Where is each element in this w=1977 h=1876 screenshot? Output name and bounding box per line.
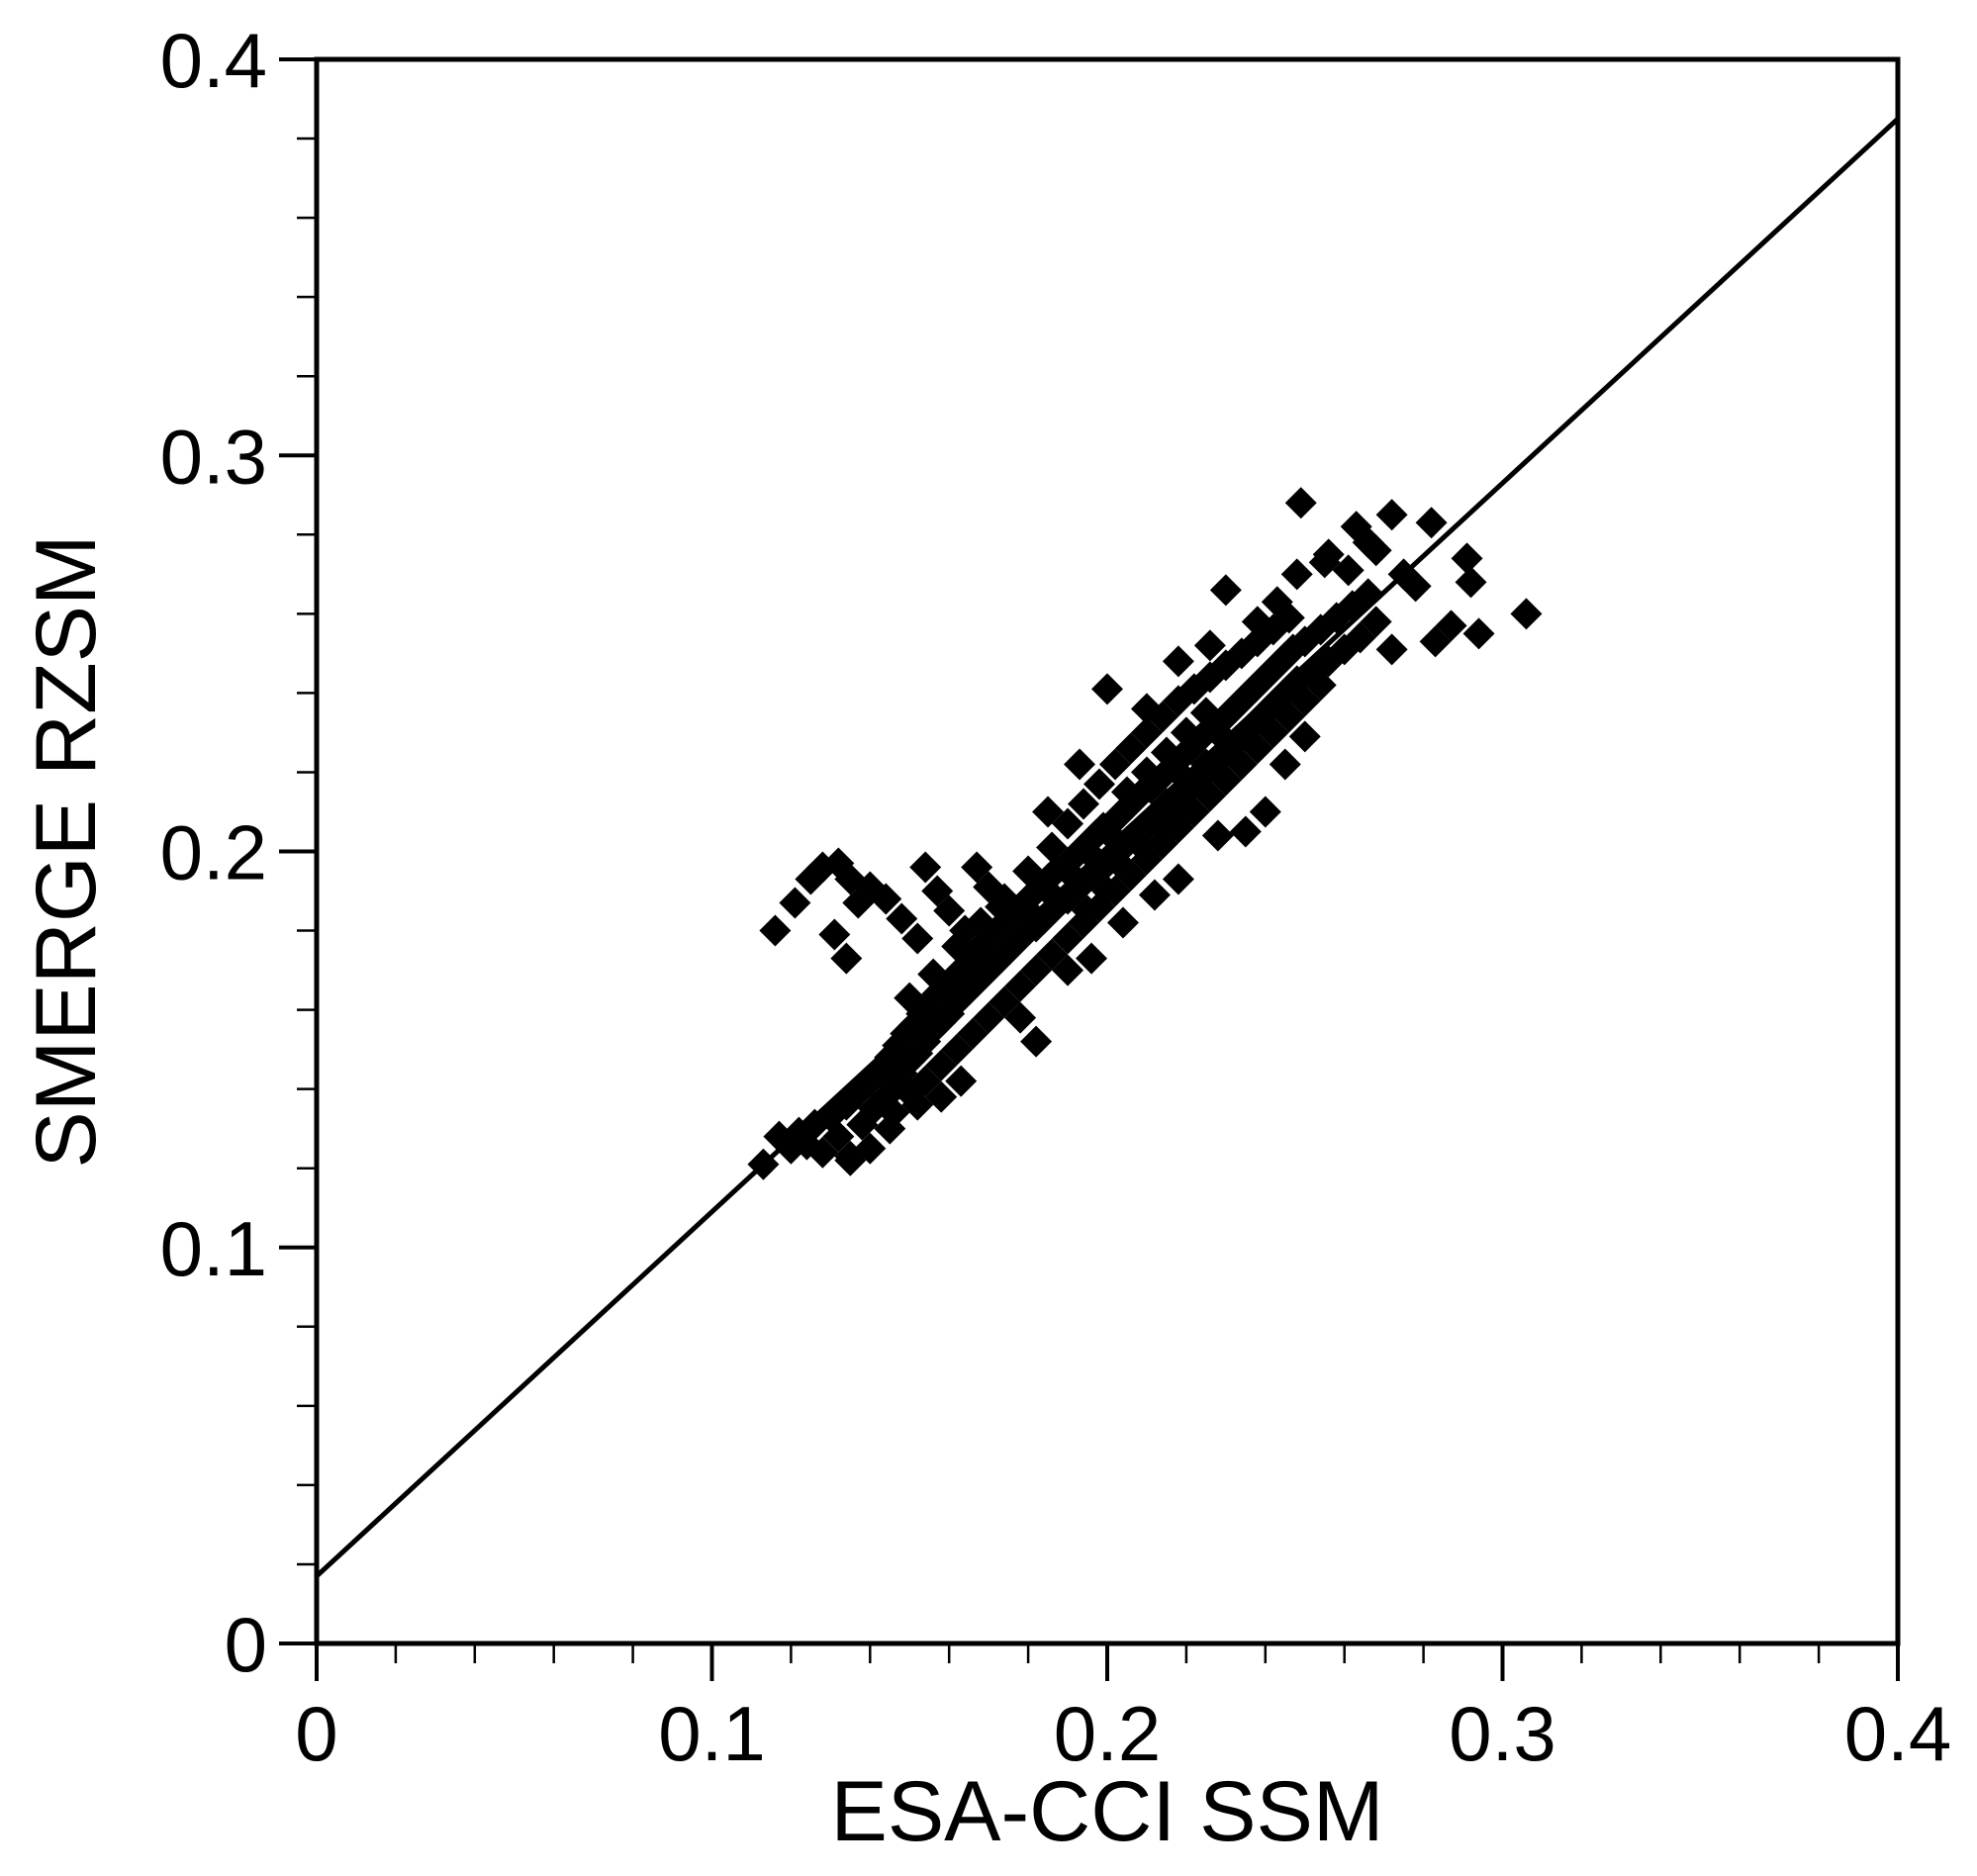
- data-point: [870, 883, 902, 915]
- x-tick-label: 0.4: [1844, 1690, 1951, 1777]
- data-point: [1106, 906, 1139, 939]
- data-point: [1229, 815, 1262, 848]
- x-axis-title: ESA-CCI SSM: [830, 1764, 1383, 1859]
- data-point: [1083, 768, 1116, 800]
- data-point: [834, 1144, 867, 1176]
- data-point: [1284, 487, 1317, 519]
- data-point: [1020, 1025, 1053, 1058]
- data-point: [1332, 554, 1365, 587]
- data-point: [1150, 788, 1182, 820]
- data-point: [1068, 788, 1100, 820]
- data-point: [1110, 855, 1143, 888]
- data-point: [886, 902, 918, 935]
- data-point: [1189, 748, 1222, 781]
- data-point: [1076, 942, 1108, 975]
- data-point: [1360, 606, 1392, 638]
- data-point: [945, 1065, 978, 1097]
- data-point: [1091, 673, 1123, 705]
- data-point: [1451, 542, 1483, 575]
- data-point: [1130, 835, 1163, 868]
- y-tick-label: 0: [225, 1601, 267, 1688]
- data-point: [1064, 748, 1096, 781]
- data-point: [1455, 566, 1487, 599]
- data-point: [1399, 570, 1432, 603]
- data-point: [1288, 720, 1321, 753]
- data-point: [1162, 863, 1194, 895]
- data-point: [1435, 610, 1467, 642]
- y-axis-title: SMERGE RZSM: [19, 534, 114, 1168]
- data-point: [1193, 629, 1226, 662]
- data-point: [1162, 645, 1194, 678]
- major-ticks: [279, 57, 1900, 1681]
- data-point: [901, 1088, 934, 1121]
- data-point: [1032, 875, 1065, 907]
- data-point: [1360, 534, 1392, 567]
- x-tick-label: 0.1: [658, 1690, 765, 1777]
- x-tick-label: 0.2: [1054, 1690, 1161, 1777]
- data-point: [1415, 507, 1448, 539]
- data-point: [1375, 499, 1408, 531]
- data-point: [1269, 748, 1301, 781]
- data-point: [909, 851, 942, 884]
- y-tick-labels: 0 0.1 0.2 0.3 0.4: [160, 17, 267, 1688]
- data-point: [894, 982, 926, 1014]
- data-point: [949, 914, 982, 947]
- data-point: [1150, 736, 1182, 769]
- data-point: [818, 918, 851, 951]
- data-point: [1012, 894, 1045, 927]
- data-point: [1052, 954, 1084, 986]
- data-point: [1170, 716, 1202, 749]
- data-point: [1462, 617, 1495, 650]
- data-point: [874, 1112, 906, 1145]
- data-point: [1130, 756, 1163, 789]
- data-point: [1032, 796, 1065, 828]
- y-tick-label: 0.4: [160, 17, 267, 104]
- data-point: [933, 997, 966, 1030]
- x-tick-labels: 0 0.1 0.2 0.3 0.4: [295, 1690, 1951, 1777]
- data-point: [1150, 815, 1182, 848]
- data-point: [1072, 894, 1104, 927]
- data-points: [747, 487, 1543, 1180]
- y-tick-label: 0.2: [160, 809, 267, 896]
- data-point: [901, 922, 934, 955]
- data-point: [917, 958, 950, 990]
- y-tick-label: 0.1: [160, 1205, 267, 1292]
- data-point: [1189, 697, 1222, 729]
- regression-line: [315, 117, 1900, 1578]
- data-point: [759, 914, 792, 947]
- data-point: [1036, 831, 1069, 864]
- data-point: [1004, 1001, 1037, 1034]
- data-point: [1510, 598, 1543, 630]
- data-point: [1170, 764, 1202, 797]
- data-point: [1138, 879, 1171, 911]
- data-point: [1375, 633, 1408, 666]
- data-point: [1280, 558, 1313, 591]
- data-point: [1012, 855, 1045, 888]
- y-tick-label: 0.3: [160, 413, 267, 500]
- data-point: [1201, 819, 1234, 852]
- data-point: [1241, 606, 1273, 638]
- data-point: [830, 942, 863, 975]
- data-point: [779, 887, 811, 919]
- data-point: [1110, 776, 1143, 808]
- data-point: [933, 894, 966, 927]
- data-point: [1312, 538, 1345, 571]
- data-point: [985, 891, 1017, 923]
- x-tick-label: 0.3: [1449, 1690, 1555, 1777]
- x-tick-label: 0: [295, 1690, 337, 1777]
- data-point: [1304, 669, 1337, 702]
- data-point: [1130, 693, 1163, 725]
- data-point: [1091, 875, 1123, 907]
- data-point: [1261, 586, 1293, 618]
- data-point: [1249, 796, 1281, 828]
- data-point: [1209, 574, 1242, 607]
